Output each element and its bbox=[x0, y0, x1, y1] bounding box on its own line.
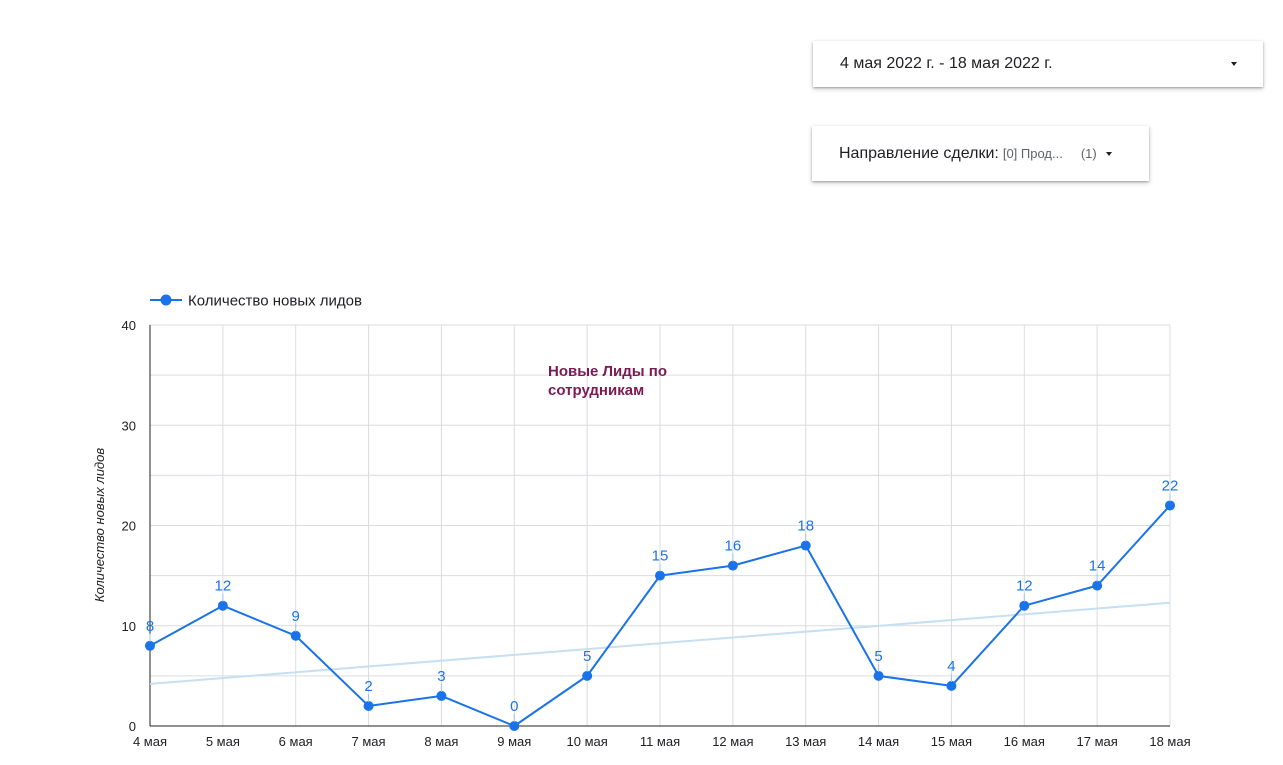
filter-label-colon: : bbox=[994, 144, 999, 162]
data-label: 0 bbox=[510, 698, 518, 715]
data-label: 12 bbox=[1016, 578, 1033, 595]
x-tick-label: 15 мая bbox=[931, 734, 972, 749]
data-label: 4 bbox=[947, 658, 955, 675]
filter-count: (1) bbox=[1080, 146, 1097, 161]
data-point bbox=[873, 670, 884, 681]
x-tick-label: 6 мая bbox=[279, 734, 313, 749]
date-range-dropdown-icon bbox=[1231, 62, 1237, 66]
trendline bbox=[149, 601, 1171, 685]
data-point bbox=[946, 680, 957, 691]
y-tick-label: 0 bbox=[129, 719, 136, 734]
x-tick-label: 11 мая bbox=[640, 734, 680, 749]
x-tick-label: 13 мая bbox=[785, 734, 826, 749]
data-label: 5 bbox=[583, 648, 591, 665]
data-point bbox=[655, 570, 665, 581]
filter-label: Направление сделки bbox=[839, 144, 995, 162]
x-tick-label: 12 мая bbox=[712, 734, 753, 749]
data-label: 18 bbox=[797, 518, 814, 535]
data-label: 8 bbox=[146, 618, 154, 635]
data-point bbox=[1019, 600, 1030, 611]
data-points bbox=[145, 500, 1175, 731]
x-axis-ticks: 4 мая 5 мая 6 мая 7 мая 8 мая 9 мая 10 мая 11 м… bbox=[133, 734, 1191, 749]
data-label: 5 bbox=[874, 648, 882, 665]
data-label: 2 bbox=[364, 678, 372, 695]
data-point bbox=[436, 690, 447, 701]
data-point bbox=[363, 700, 374, 711]
data-label: 15 bbox=[652, 548, 669, 565]
y-tick-label: 10 bbox=[122, 619, 136, 634]
x-tick-label: 8 мая bbox=[424, 734, 458, 749]
chart-title-line-1: Новые Лиды по bbox=[548, 363, 667, 380]
data-label: 22 bbox=[1162, 477, 1179, 494]
chart-grid bbox=[149, 324, 1171, 726]
data-label: 3 bbox=[437, 668, 445, 685]
chart-title-line-2: сотрудникам bbox=[548, 382, 644, 399]
x-tick-label: 9 мая bbox=[497, 734, 531, 749]
filter-value: [0] Прод... bbox=[1002, 146, 1063, 161]
x-tick-label: 5 мая bbox=[206, 734, 240, 749]
deal-direction-filter[interactable]: Направление сделки: [0] Прод... (1) bbox=[812, 126, 1149, 181]
y-axis-ticks: 0 10 20 30 40 bbox=[122, 318, 136, 734]
x-tick-label: 4 мая bbox=[133, 734, 167, 749]
y-tick-label: 20 bbox=[122, 519, 136, 534]
x-tick-label: 10 мая bbox=[567, 734, 608, 749]
data-labels: 8 12 9 2 3 0 5 15 16 18 5 4 12 14 22 bbox=[146, 477, 1179, 722]
y-tick-label: 30 bbox=[122, 418, 136, 433]
data-label: 16 bbox=[725, 538, 742, 555]
data-point bbox=[727, 560, 738, 571]
date-range-text: 4 мая 2022 г. - 18 мая 2022 г. bbox=[840, 55, 1053, 72]
data-label: 9 bbox=[292, 608, 300, 625]
data-point bbox=[582, 670, 593, 681]
legend-dot-swatch bbox=[160, 294, 172, 306]
x-tick-label: 18 мая bbox=[1149, 734, 1190, 749]
data-point bbox=[145, 640, 155, 651]
y-axis-label: Количество новых лидов bbox=[92, 448, 107, 602]
filter-dropdown-icon bbox=[1105, 151, 1112, 156]
data-label: 14 bbox=[1089, 558, 1106, 575]
data-point bbox=[800, 540, 811, 551]
data-point bbox=[1092, 580, 1103, 591]
legend-entry-label: Количество новых лидов bbox=[188, 293, 362, 310]
data-point bbox=[217, 600, 228, 611]
x-tick-label: 14 мая bbox=[858, 734, 899, 749]
data-point bbox=[290, 630, 301, 641]
x-tick-label: 16 мая bbox=[1004, 734, 1045, 749]
chart-axes bbox=[149, 325, 1170, 727]
x-tick-label: 17 мая bbox=[1077, 734, 1118, 749]
date-range-picker[interactable]: 4 мая 2022 г. - 18 мая 2022 г. bbox=[813, 41, 1263, 87]
y-tick-label: 40 bbox=[122, 318, 136, 333]
legend[interactable]: Количество новых лидов bbox=[150, 293, 362, 310]
x-tick-label: 7 мая bbox=[352, 734, 386, 749]
data-point bbox=[509, 721, 520, 731]
data-point bbox=[1165, 500, 1175, 511]
data-label: 12 bbox=[215, 578, 232, 595]
